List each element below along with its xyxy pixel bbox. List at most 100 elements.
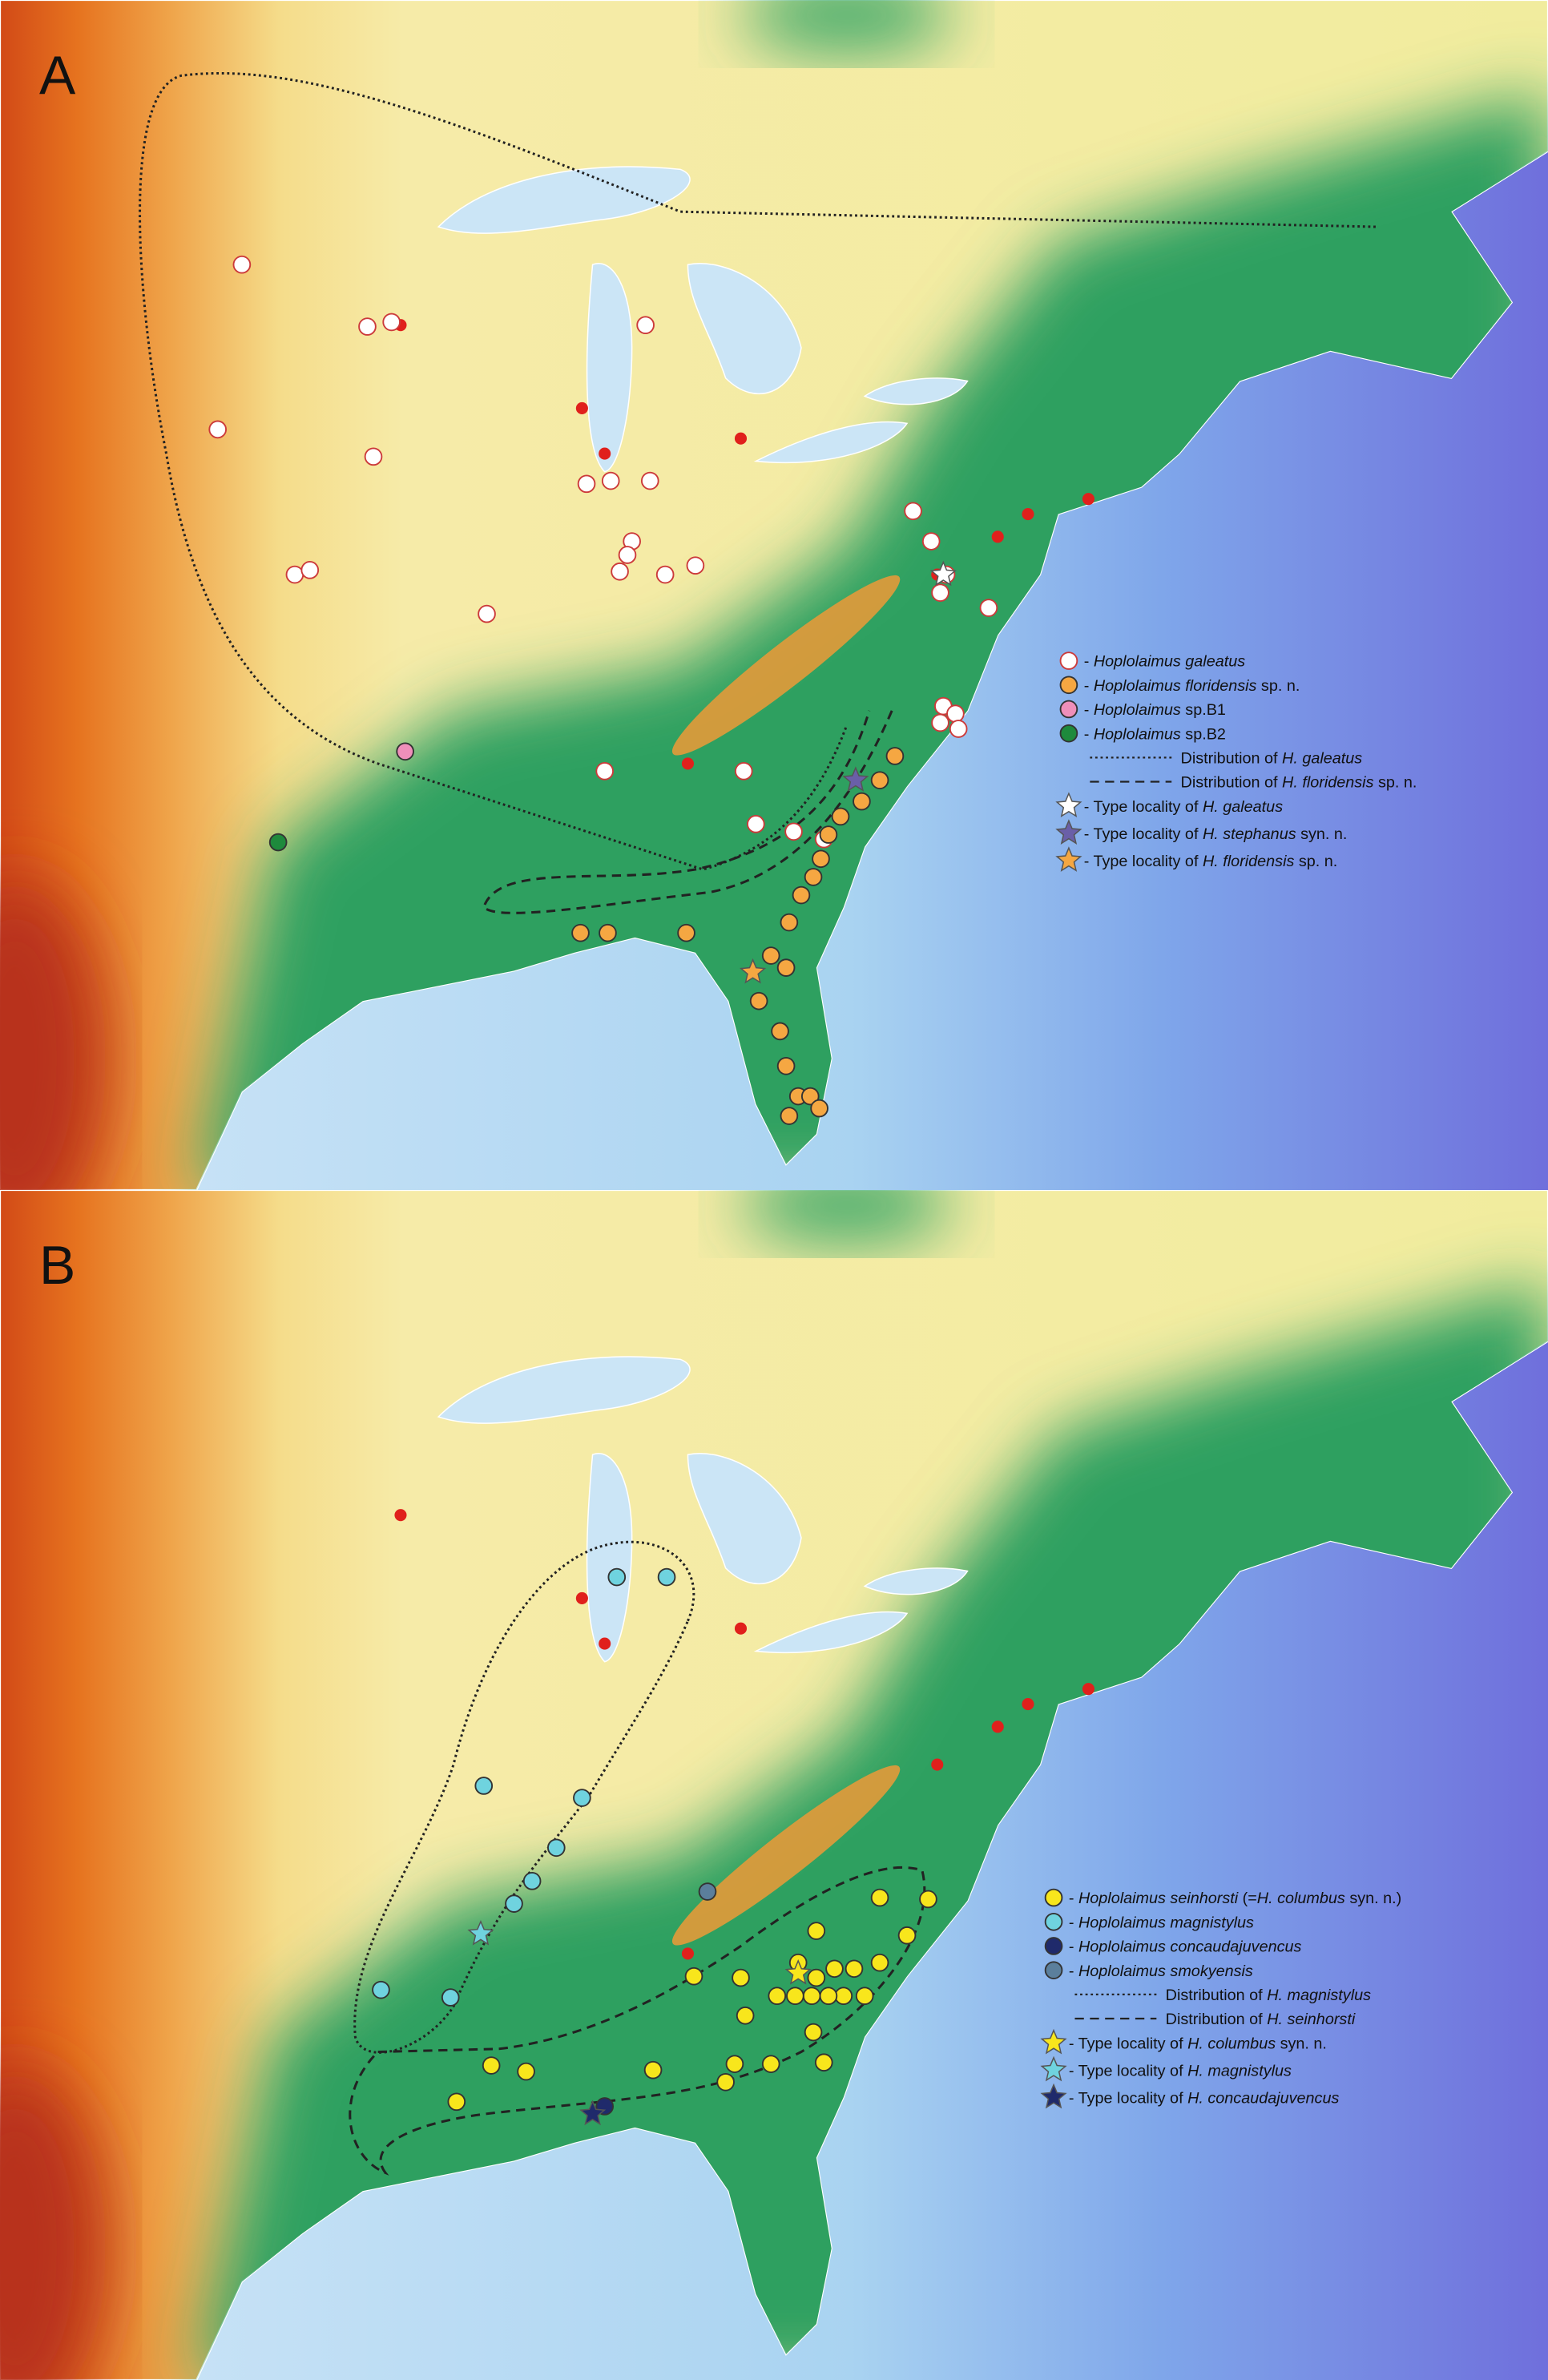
legend-text: H. floridensis: [1282, 774, 1374, 792]
marker-circle: [285, 565, 304, 584]
legend-item: - Type locality of H. galeatus: [1055, 792, 1283, 817]
city: [1022, 1698, 1034, 1711]
legend-text: syn. n.: [1276, 2035, 1327, 2052]
city: [575, 401, 588, 415]
legend-item: - Hoplolaimus floridensis sp. n.: [1059, 676, 1300, 695]
marker-circle: [601, 471, 620, 490]
legend-text: Distribution of: [1181, 774, 1283, 792]
highland: [740, 1190, 953, 1244]
marker-circle: [599, 923, 617, 942]
marker-circle: [885, 747, 905, 765]
lake: [437, 1356, 691, 1424]
legend-text: - Type locality of: [1069, 2035, 1187, 2052]
legend-text: -: [1069, 1962, 1078, 1980]
legend-text: - Type locality of: [1069, 2062, 1187, 2079]
marker-circle: [931, 583, 949, 602]
city: [991, 530, 1004, 543]
city: [394, 1509, 407, 1522]
legend-text: Hoplolaimus: [1094, 725, 1181, 743]
rockies: [0, 2067, 107, 2380]
marker-circle: [474, 1777, 494, 1795]
distribution-line: [139, 71, 1376, 871]
appalachians: [671, 1765, 901, 1946]
legend-text: H. columbus: [1187, 2035, 1276, 2052]
city: [599, 447, 611, 460]
marker-star: [929, 560, 957, 587]
map-panel: A- Hoplolaimus galeatus- Hoplolaimus flo…: [0, 0, 1548, 1190]
legend-text: -: [1084, 725, 1094, 743]
marker-circle: [853, 792, 871, 811]
marker-circle: [478, 604, 496, 623]
marker-star: [1040, 2083, 1067, 2109]
legend-item: - Hoplolaimus galeatus: [1059, 651, 1245, 671]
marker-circle: [1059, 700, 1078, 719]
legend-text: - Type locality of: [1084, 798, 1203, 816]
legend-text: Hoplolaimus concaudajuvencus: [1078, 1938, 1302, 1956]
marker-circle: [807, 1922, 826, 1940]
marker-circle: [716, 2072, 735, 2092]
legend-text: H. stephanus: [1203, 825, 1296, 843]
city: [734, 432, 748, 445]
city: [681, 1947, 695, 1960]
legend-label: Distribution of H. floridensis sp. n.: [1181, 774, 1417, 792]
marker-circle: [611, 562, 629, 581]
marker-star: [1055, 819, 1082, 845]
marker-circle: [684, 1967, 703, 1986]
marker-circle: [1044, 1937, 1063, 1955]
legend-label: - Type locality of H. stephanus syn. n.: [1084, 825, 1348, 843]
marker-circle: [358, 317, 377, 336]
legend-text: sp. n.: [1373, 774, 1417, 792]
legend-label: - Hoplolaimus floridensis sp. n.: [1084, 677, 1300, 695]
lake: [753, 1611, 909, 1654]
legend-text: -: [1069, 1914, 1078, 1931]
marker-circle: [546, 1838, 566, 1858]
lake: [687, 1453, 802, 1584]
lake: [586, 1453, 633, 1663]
marker-circle: [776, 958, 796, 977]
marker-circle: [812, 849, 830, 869]
legend-label: - Type locality of H. galeatus: [1084, 798, 1283, 816]
lake: [586, 263, 633, 473]
marker-circle: [834, 1987, 853, 2006]
marker-circle: [831, 807, 850, 826]
marker-circle: [768, 1987, 787, 2006]
marker-circle: [522, 1871, 542, 1890]
rockies: [0, 877, 107, 1190]
distribution-line: [482, 710, 893, 914]
legend-label: - Hoplolaimus galeatus: [1084, 653, 1245, 671]
marker-star: [1055, 846, 1082, 872]
map-panel: B - Hoplolaimus seinhorsti (=H. columbus …: [0, 1190, 1548, 2380]
legend-item: - Type locality of H. floridensis sp. n.: [1055, 846, 1337, 872]
legend-text: H. galeatus: [1203, 798, 1283, 816]
marker-circle: [1044, 1912, 1063, 1931]
marker-circle: [441, 1988, 460, 2007]
marker-circle: [804, 2023, 823, 2042]
marker-circle: [1059, 651, 1078, 670]
legend-text: -: [1069, 1890, 1078, 1907]
legend-item: - Type locality of H. magnistylus: [1040, 2055, 1292, 2082]
legend-text: Hoplolaimus smokyensis: [1078, 1962, 1253, 1980]
legend-label: Distribution of H. galeatus: [1181, 750, 1363, 768]
lake: [437, 166, 691, 234]
marker-circle: [780, 913, 799, 932]
legend-text: H. floridensis: [1203, 853, 1295, 870]
marker-circle: [825, 1959, 844, 1979]
marker-circle: [734, 762, 753, 781]
lake: [753, 421, 909, 464]
legend-item: - Hoplolaimus sp.B2: [1059, 724, 1226, 743]
marker-circle: [761, 946, 780, 965]
legend-text: H. concaudajuvencus: [1187, 2089, 1339, 2107]
legend-text: H. magnistylus: [1267, 1987, 1371, 2004]
legend-text: Hoplolaimus seinhorsti: [1078, 1890, 1239, 1907]
marker-circle: [904, 502, 922, 521]
legend-text: Distribution of: [1166, 2011, 1268, 2028]
legend-label: - Type locality of H. concaudajuvencus: [1069, 2089, 1340, 2107]
legend-item: - Type locality of H. columbus syn. n.: [1040, 2028, 1327, 2055]
marker-circle: [618, 546, 637, 564]
legend-item: - Hoplolaimus concaudajuvencus: [1044, 1937, 1302, 1956]
city: [931, 1758, 944, 1771]
marker-circle: [396, 742, 414, 761]
marker-star: [739, 958, 767, 984]
marker-star: [1040, 2055, 1067, 2082]
